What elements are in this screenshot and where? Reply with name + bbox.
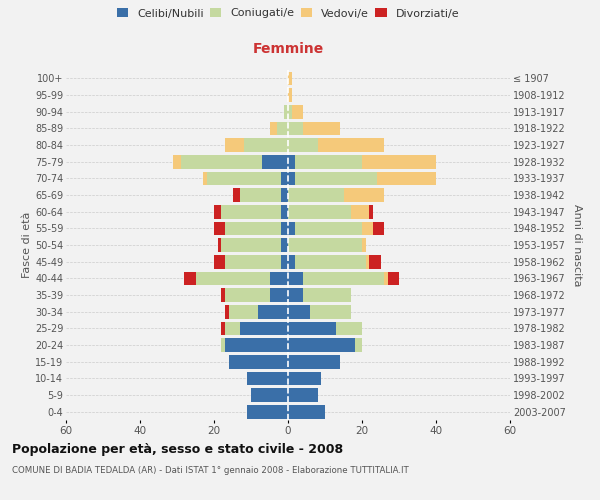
Bar <box>229 305 259 318</box>
Bar <box>310 305 351 318</box>
Bar <box>388 272 399 285</box>
Bar <box>370 205 373 218</box>
Bar <box>225 305 229 318</box>
Bar <box>295 222 362 235</box>
Bar <box>303 122 340 135</box>
Bar <box>221 322 225 335</box>
Bar <box>281 255 288 268</box>
Bar <box>284 105 288 118</box>
Bar <box>247 405 288 418</box>
Bar <box>370 255 380 268</box>
Bar <box>288 355 340 368</box>
Bar <box>281 172 288 185</box>
Bar <box>196 272 269 285</box>
Bar <box>214 222 225 235</box>
Bar <box>221 205 281 218</box>
Bar <box>281 188 288 202</box>
Bar <box>281 222 288 235</box>
Bar <box>303 288 351 302</box>
Bar <box>229 355 288 368</box>
Bar <box>288 272 303 285</box>
Bar <box>288 138 317 152</box>
Bar <box>336 322 362 335</box>
Bar <box>292 105 303 118</box>
Bar <box>295 255 366 268</box>
Bar <box>288 405 325 418</box>
Bar <box>288 322 336 335</box>
Bar <box>173 155 181 168</box>
Bar <box>244 138 288 152</box>
Bar <box>288 172 295 185</box>
Bar <box>221 238 281 252</box>
Y-axis label: Fasce di età: Fasce di età <box>22 212 32 278</box>
Bar <box>362 238 366 252</box>
Bar <box>240 322 288 335</box>
Bar <box>247 372 288 385</box>
Y-axis label: Anni di nascita: Anni di nascita <box>572 204 583 286</box>
Bar <box>366 255 370 268</box>
Bar <box>377 172 436 185</box>
Bar <box>288 105 292 118</box>
Bar <box>281 238 288 252</box>
Bar <box>355 338 362 352</box>
Bar <box>225 288 269 302</box>
Bar <box>240 188 281 202</box>
Bar <box>218 238 221 252</box>
Bar <box>269 272 288 285</box>
Bar <box>259 305 288 318</box>
Bar <box>277 122 288 135</box>
Bar <box>295 155 362 168</box>
Bar <box>288 205 351 218</box>
Bar <box>225 222 281 235</box>
Text: COMUNE DI BADIA TEDALDA (AR) - Dati ISTAT 1° gennaio 2008 - Elaborazione TUTTITA: COMUNE DI BADIA TEDALDA (AR) - Dati ISTA… <box>12 466 409 475</box>
Bar <box>251 388 288 402</box>
Bar <box>203 172 206 185</box>
Bar <box>288 122 303 135</box>
Bar <box>225 322 240 335</box>
Bar <box>288 222 295 235</box>
Bar <box>288 388 317 402</box>
Bar <box>295 172 377 185</box>
Bar <box>288 72 292 85</box>
Bar <box>288 338 355 352</box>
Bar <box>206 172 281 185</box>
Bar <box>362 222 373 235</box>
Legend: Celibi/Nubili, Coniugati/e, Vedovi/e, Divorziati/e: Celibi/Nubili, Coniugati/e, Vedovi/e, Di… <box>117 8 459 18</box>
Bar <box>221 338 225 352</box>
Bar <box>181 155 262 168</box>
Bar <box>362 155 436 168</box>
Bar <box>225 138 244 152</box>
Bar <box>351 205 370 218</box>
Bar <box>288 238 362 252</box>
Bar <box>288 88 292 102</box>
Bar <box>214 255 225 268</box>
Bar <box>373 222 384 235</box>
Bar <box>317 138 384 152</box>
Bar <box>221 288 225 302</box>
Bar <box>288 255 295 268</box>
Bar <box>288 188 343 202</box>
Bar <box>288 288 303 302</box>
Bar <box>343 188 384 202</box>
Text: Popolazione per età, sesso e stato civile - 2008: Popolazione per età, sesso e stato civil… <box>12 442 343 456</box>
Bar <box>288 155 295 168</box>
Bar <box>214 205 221 218</box>
Bar <box>288 372 322 385</box>
Bar <box>225 255 281 268</box>
Bar <box>184 272 196 285</box>
Bar <box>232 188 240 202</box>
Bar <box>281 205 288 218</box>
Bar <box>288 305 310 318</box>
Bar <box>269 122 277 135</box>
Bar <box>225 338 288 352</box>
Text: Femmine: Femmine <box>253 42 323 56</box>
Bar <box>269 288 288 302</box>
Bar <box>262 155 288 168</box>
Bar <box>384 272 388 285</box>
Bar <box>303 272 384 285</box>
